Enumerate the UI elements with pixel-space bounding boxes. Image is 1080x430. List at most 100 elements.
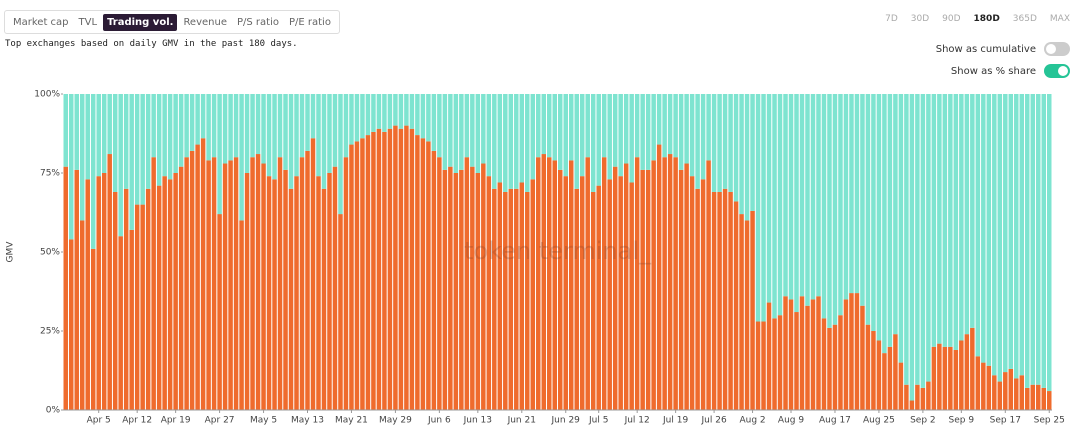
range-button[interactable]: 180D bbox=[973, 14, 1000, 24]
metric-tab[interactable]: P/S ratio bbox=[237, 16, 279, 28]
bar-segment bbox=[217, 214, 222, 410]
bar-segment bbox=[360, 94, 365, 139]
bar-segment bbox=[178, 94, 184, 167]
bar-segment bbox=[404, 125, 409, 410]
bar-segment bbox=[678, 94, 684, 170]
bar-segment bbox=[547, 157, 552, 410]
bar-segment bbox=[942, 346, 948, 410]
bar-segment bbox=[832, 324, 838, 410]
bar-segment bbox=[975, 94, 981, 357]
bar-segment bbox=[783, 94, 788, 297]
range-button[interactable]: 7D bbox=[885, 14, 898, 24]
x-tick-label: Sep 2 bbox=[910, 416, 936, 426]
bar-segment bbox=[904, 94, 909, 385]
toggle-switch[interactable] bbox=[1044, 64, 1070, 78]
bar-segment bbox=[151, 157, 156, 410]
range-buttons: 7D 30D 90D 180D 365D MAX bbox=[885, 14, 1070, 24]
bar-segment bbox=[453, 94, 459, 173]
x-tick-label: Apr 19 bbox=[161, 416, 191, 426]
bar-segment bbox=[695, 188, 700, 410]
bar-segment bbox=[195, 94, 200, 145]
bar-segment bbox=[305, 94, 310, 151]
bar-segment bbox=[854, 94, 860, 294]
bar-segment bbox=[678, 169, 684, 410]
bar-segment bbox=[96, 94, 101, 177]
bar-segment bbox=[481, 163, 486, 410]
bar-segment bbox=[118, 236, 123, 410]
bar-segment bbox=[717, 94, 722, 192]
bar-segment bbox=[68, 239, 74, 410]
x-tick-label: Jul 26 bbox=[701, 416, 727, 426]
bar-segment bbox=[645, 169, 651, 410]
x-tick-label: Sep 9 bbox=[949, 416, 975, 426]
bar-segment bbox=[700, 179, 706, 410]
bar-segment bbox=[365, 94, 371, 136]
bar-segment bbox=[651, 160, 656, 410]
bar-segment bbox=[909, 94, 915, 401]
bar-segment bbox=[931, 346, 937, 410]
bar-segment bbox=[640, 94, 645, 170]
bar-segment bbox=[228, 160, 233, 410]
bar-segment bbox=[667, 154, 673, 410]
metric-tab[interactable]: P/E ratio bbox=[288, 16, 331, 28]
bar-segment bbox=[865, 94, 871, 325]
range-button[interactable]: 90D bbox=[942, 14, 961, 24]
bar-segment bbox=[112, 94, 118, 192]
bar-segment bbox=[799, 296, 805, 410]
bar-segment bbox=[975, 356, 981, 410]
bar-segment bbox=[1025, 387, 1030, 410]
bar-segment bbox=[244, 94, 250, 173]
bar-segment bbox=[552, 94, 557, 161]
bar-segment bbox=[365, 135, 371, 410]
toggle-row: Show as % share bbox=[951, 64, 1070, 78]
bar-segment bbox=[321, 188, 327, 410]
bar-segment bbox=[321, 94, 327, 189]
bar-segment bbox=[398, 94, 404, 129]
toggle-switch[interactable] bbox=[1044, 42, 1070, 56]
bar-segment bbox=[426, 94, 431, 142]
metric-tab[interactable]: Market cap bbox=[13, 16, 69, 28]
bar-segment bbox=[371, 131, 376, 411]
bar-segment bbox=[618, 176, 623, 410]
bar-segment bbox=[206, 94, 211, 161]
bar-segment bbox=[431, 94, 437, 151]
x-tick-label: Aug 2 bbox=[739, 416, 765, 426]
bar-segment bbox=[288, 94, 294, 189]
x-tick-label: Jul 5 bbox=[588, 416, 608, 426]
bar-segment bbox=[612, 94, 618, 167]
range-button[interactable]: 365D bbox=[1012, 14, 1037, 24]
bar-segment bbox=[706, 160, 711, 410]
bar-segment bbox=[266, 176, 272, 410]
bar-segment bbox=[662, 94, 667, 158]
bar-segment bbox=[530, 179, 536, 410]
bar-segment bbox=[200, 94, 206, 139]
range-button[interactable]: MAX bbox=[1049, 14, 1070, 24]
bar-segment bbox=[777, 94, 783, 316]
bar-segment bbox=[959, 94, 964, 341]
x-tick-label: Jul 12 bbox=[624, 416, 650, 426]
bar-segment bbox=[843, 94, 849, 300]
watermark: token terminal_ bbox=[464, 237, 652, 265]
y-axis-label: GMV bbox=[6, 241, 16, 263]
bar-segment bbox=[601, 94, 607, 158]
metric-tab[interactable]: Revenue bbox=[183, 16, 227, 28]
bar-segment bbox=[612, 166, 618, 410]
bar-segment bbox=[448, 166, 453, 410]
bar-segment bbox=[140, 204, 145, 410]
bar-segment bbox=[431, 150, 437, 410]
metric-tab[interactable]: Trading vol. bbox=[103, 13, 178, 31]
bar-segment bbox=[596, 185, 601, 410]
bar-segment bbox=[398, 128, 404, 410]
metric-tab[interactable]: TVL bbox=[78, 16, 98, 28]
bar-segment bbox=[618, 94, 623, 177]
bar-segment bbox=[145, 94, 151, 189]
bar-segment bbox=[585, 157, 590, 410]
range-button[interactable]: 30D bbox=[910, 14, 930, 24]
bar-segment bbox=[453, 173, 459, 410]
x-tick-label: May 29 bbox=[379, 416, 412, 426]
bar-segment bbox=[981, 94, 986, 363]
bar-segment bbox=[761, 94, 766, 322]
bar-segment bbox=[503, 191, 508, 410]
bar-segment bbox=[992, 94, 997, 376]
